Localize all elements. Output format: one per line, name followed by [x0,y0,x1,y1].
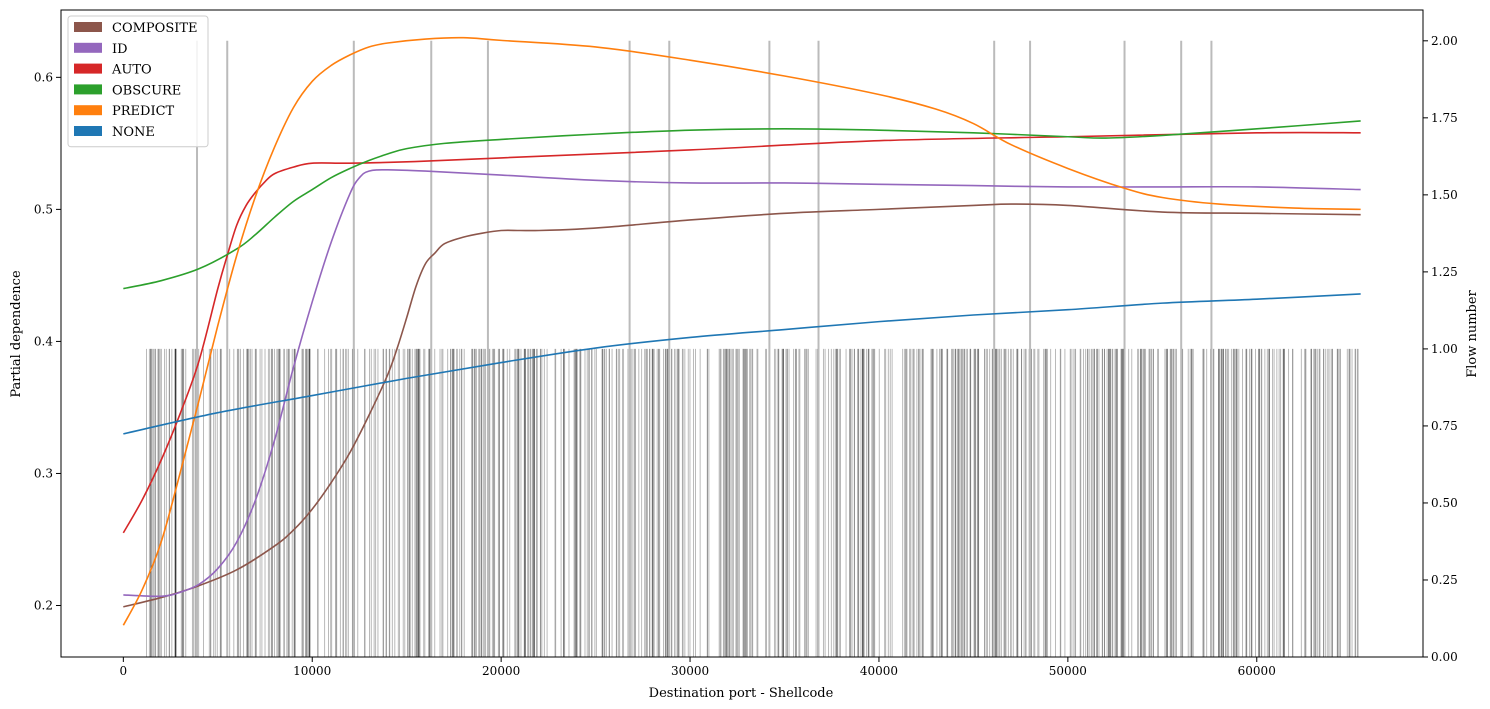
legend-swatch [74,126,102,136]
legend-label: ID [112,42,128,57]
y2-tick-label: 1.50 [1431,188,1458,202]
series-lines [122,36,1361,626]
series-line-predict [122,36,1361,626]
y2-tick-label: 0.00 [1431,650,1458,664]
y2-tick-label: 0.50 [1431,496,1458,510]
legend-label: OBSCURE [112,83,181,98]
y-tick-label: 0.6 [34,70,53,84]
y-tick-label: 0.3 [34,466,53,480]
legend-swatch [74,42,102,53]
series-line-composite [123,203,1361,608]
y2-tick-label: 1.75 [1431,111,1458,125]
y-axis-left: 0.2 0.3 0.4 0.5 0.6 [34,70,61,613]
x-axis-title: Destination port - Shellcode [649,686,834,701]
plot-frame [60,9,1424,658]
y2-tick-label: 0.25 [1431,573,1458,587]
x-tick-label: 30000 [671,664,709,678]
x-tick-label: 40000 [860,664,898,678]
legend: COMPOSITE ID AUTO OBSCURE PREDICT NONE [67,15,209,148]
y2-tick-label: 2.00 [1431,34,1458,48]
series-line-none [123,293,1361,435]
y2-tick-label: 1.25 [1431,265,1458,279]
legend-label: COMPOSITE [112,21,198,36]
legend-swatch [74,63,102,74]
legend-swatch [74,22,102,32]
flow-rug [146,348,1359,657]
legend-label: AUTO [111,63,152,78]
series-line-obscure [123,120,1361,290]
legend-swatch [74,84,102,95]
x-tick-label: 0 [120,664,128,678]
y-tick-label: 0.4 [34,334,53,348]
x-tick-label: 60000 [1238,664,1276,678]
x-axis: 0 10000 20000 30000 40000 50000 60000 [120,657,1276,678]
vertical-markers [196,40,1213,657]
x-tick-label: 20000 [482,664,520,678]
legend-label: NONE [112,125,155,140]
legend-label: PREDICT [112,104,175,119]
y-axis-title: Partial dependence [9,270,24,398]
y2-axis-title: Flow number [1465,289,1480,377]
legend-swatch [74,105,102,116]
y-axis-right: 0.00 0.25 0.50 0.75 1.00 1.25 1.50 1.75 2.00 [1423,34,1458,664]
series-line-auto [122,131,1361,534]
y2-tick-label: 1.00 [1431,342,1458,356]
x-tick-label: 10000 [293,664,331,678]
x-tick-label: 50000 [1049,664,1087,678]
series-line-id [123,168,1361,598]
y2-tick-label: 0.75 [1431,419,1458,433]
y-tick-label: 0.5 [34,202,53,216]
legend-box [67,15,209,148]
y-tick-label: 0.2 [34,599,53,613]
